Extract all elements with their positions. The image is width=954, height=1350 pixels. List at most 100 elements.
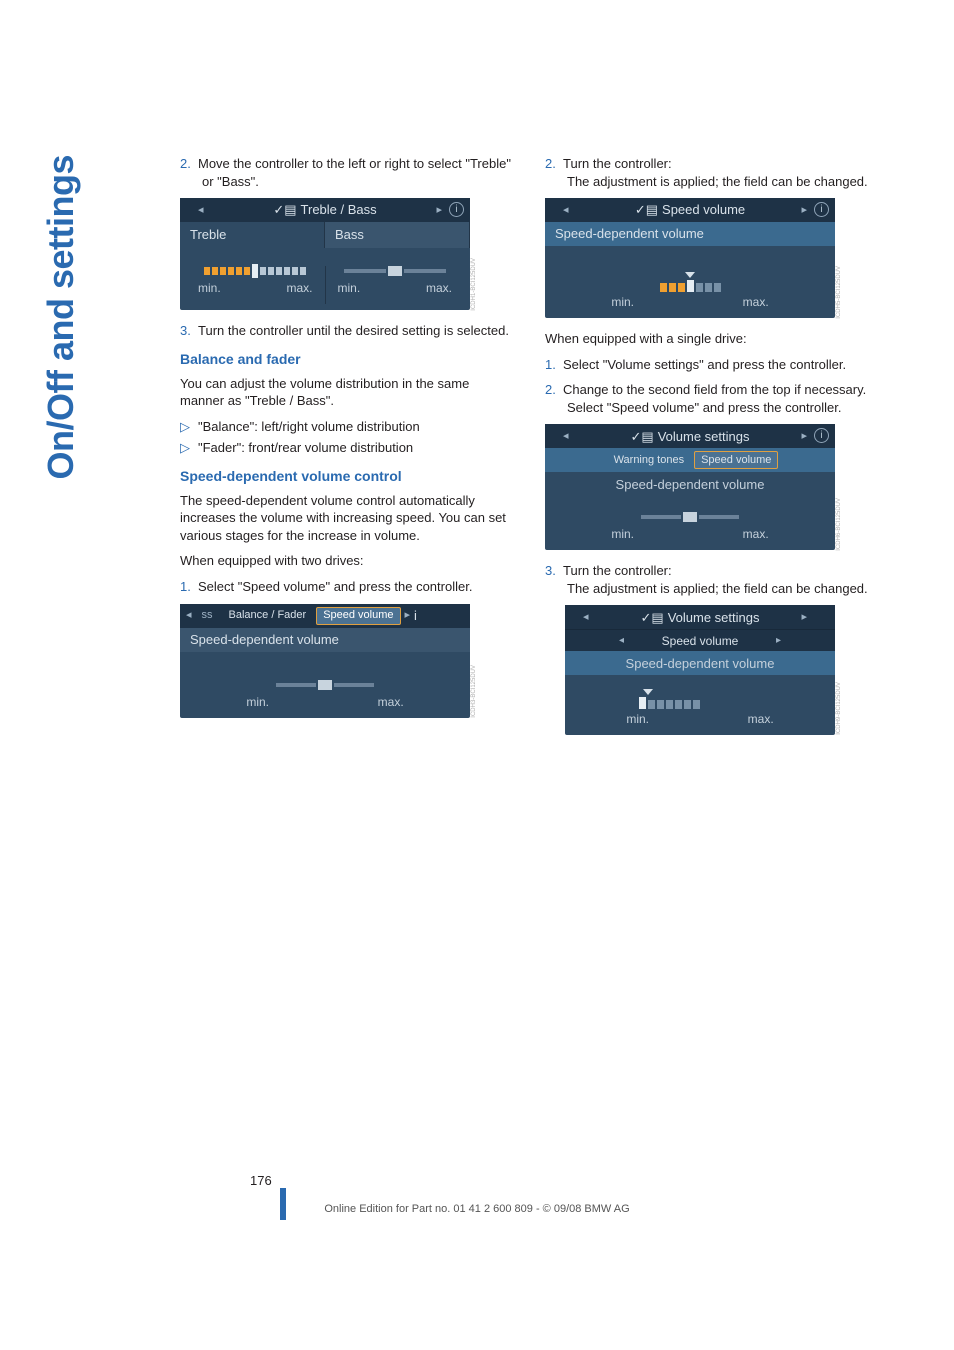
para: When equipped with two drives: — [180, 552, 515, 570]
step-2: 2.Move the controller to the left or rig… — [180, 155, 515, 190]
check-icon: ✓▤ — [631, 428, 654, 446]
header-text: ✓▤Speed volume — [635, 201, 745, 219]
step-num: 1. — [180, 578, 198, 596]
step-num: 2. — [545, 155, 563, 173]
section-title: On/Off and settings — [40, 155, 82, 480]
arrow-right-icon: ▸ — [801, 203, 807, 218]
row-sdv: Speed-dependent volume — [545, 222, 835, 246]
arrow-right-icon: ▸ — [801, 429, 807, 444]
para: When equipped with a single drive: — [545, 330, 880, 348]
sliders — [186, 266, 464, 280]
para: You can adjust the volume distribution i… — [180, 375, 515, 410]
screenshot-speed-volume-2drv: ◂ ss Balance / Fader Speed volume ▸ i Sp… — [180, 604, 470, 718]
minmax: min.max. — [180, 694, 470, 718]
screenshot-volume-settings-2: ◂ ✓▤Volume settings ▸ ◂ Speed volume ▸ S… — [565, 605, 835, 735]
bullet-fader: ▷"Fader": front/rear volume distribution — [180, 439, 515, 457]
step-1: 1.Select "Volume settings" and press the… — [545, 356, 880, 374]
panel-header: ◂ ✓▤Speed volume ▸ i — [545, 198, 835, 222]
panel-header-tabs: ◂ ss Balance / Fader Speed volume ▸ i — [180, 604, 470, 628]
tabs: Treble Bass — [180, 222, 470, 248]
minmax: min.max. — [545, 526, 835, 550]
tab-ss: ss — [196, 607, 219, 625]
para: The speed-dependent volume control autom… — [180, 492, 515, 545]
step-num: 1. — [545, 356, 563, 374]
arrow-left-icon: ◂ — [198, 203, 204, 218]
step-2b: 2.Change to the second field from the to… — [545, 381, 880, 416]
pointer-icon — [685, 272, 695, 278]
check-icon: ✓▤ — [641, 609, 664, 627]
arrow-right-icon: ▸ — [436, 203, 442, 218]
step-2: 2.Turn the controller: The adjustment is… — [545, 155, 880, 190]
step-text: Turn the controller: — [563, 156, 672, 171]
step-text: Select "Speed volume" and press the cont… — [198, 579, 472, 594]
panel-body: min.max. min.max. — [180, 248, 470, 310]
tab-warning-tones: Warning tones — [608, 451, 691, 469]
step-num: 2. — [545, 381, 563, 399]
slider — [545, 512, 835, 522]
heading-balance-fader: Balance and fader — [180, 350, 515, 369]
step-text-2: The adjustment is applied; the field can… — [567, 581, 868, 596]
step-text: Turn the controller until the desired se… — [198, 323, 509, 338]
min-label: min. — [198, 280, 221, 296]
info-icon: i — [814, 428, 829, 443]
panel-header: ◂ ✓▤Volume settings ▸ i — [545, 424, 835, 448]
left-column: 2.Move the controller to the left or rig… — [180, 155, 515, 747]
check-icon: ✓▤ — [273, 201, 296, 219]
triangle-icon: ▷ — [180, 418, 198, 436]
check-icon: ✓▤ — [635, 201, 658, 219]
info-icon: i — [414, 607, 417, 625]
tab-speed-volume: Speed volume — [316, 607, 400, 625]
step-text-2: The adjustment is applied; the field can… — [567, 174, 868, 189]
tab-balance-fader: Balance / Fader — [223, 607, 313, 625]
image-tag: ICDH1-BCI125DUV — [470, 258, 478, 311]
step-text: Change to the second field from the top … — [563, 382, 866, 415]
max-label: max. — [426, 280, 452, 296]
step-text: Turn the controller: — [563, 563, 672, 578]
step-text: Select "Volume settings" and press the c… — [563, 357, 846, 372]
tab-treble: Treble — [180, 222, 325, 248]
slider — [545, 280, 835, 292]
right-column: 2.Turn the controller: The adjustment is… — [545, 155, 880, 747]
image-tag: ICDH3-BCI125DUV — [470, 665, 478, 718]
step-num: 2. — [180, 155, 198, 173]
footer-line: Online Edition for Part no. 01 41 2 600 … — [0, 1203, 954, 1215]
row-sdv: Speed-dependent volume — [545, 472, 835, 496]
step-num: 3. — [545, 562, 563, 580]
page-number: 176 — [250, 1173, 272, 1188]
tab-bass: Bass — [325, 222, 470, 248]
info-icon: i — [814, 202, 829, 217]
step-num: 3. — [180, 322, 198, 340]
step-1: 1.Select "Speed volume" and press the co… — [180, 578, 515, 596]
arrow-left-icon: ◂ — [563, 429, 569, 444]
image-tag: ICDH9-BCI125DUV — [835, 682, 843, 735]
sub-header: ◂ Speed volume ▸ — [565, 629, 835, 651]
header-text: ✓▤Volume settings — [631, 428, 750, 446]
pointer-icon — [643, 689, 653, 695]
row-tabs: Warning tones Speed volume — [545, 448, 835, 472]
arrow-right-icon: ▸ — [801, 610, 807, 625]
max-label: max. — [286, 280, 312, 296]
slider — [180, 680, 470, 690]
minmax: min.max. — [545, 294, 835, 318]
bass-slider — [325, 266, 465, 280]
arrow-left-icon: ◂ — [563, 203, 569, 218]
screenshot-speed-volume: ◂ ✓▤Speed volume ▸ i Speed-dependent vol… — [545, 198, 835, 318]
header-text: ✓▤Volume settings — [641, 609, 760, 627]
image-tag: ICDH6-BCI125DUV — [835, 498, 843, 551]
content-columns: 2.Move the controller to the left or rig… — [180, 155, 880, 747]
row-sdv: Speed-dependent volume — [180, 628, 470, 652]
tab-speed-volume: Speed volume — [694, 451, 778, 469]
step-text: Move the controller to the left or right… — [198, 156, 511, 189]
info-icon: i — [449, 202, 464, 217]
slider — [565, 697, 835, 709]
image-tag: ICDH5-BCI125DUV — [835, 266, 843, 319]
step-3: 3.Turn the controller until the desired … — [180, 322, 515, 340]
panel-header: ◂ ✓▤Treble / Bass ▸ i — [180, 198, 470, 222]
row-sdv: Speed-dependent volume — [565, 651, 835, 675]
panel-header: ◂ ✓▤Volume settings ▸ — [565, 605, 835, 629]
header-text: ✓▤Treble / Bass — [273, 201, 376, 219]
minmax: min.max. — [565, 711, 835, 735]
screenshot-volume-settings-1: ◂ ✓▤Volume settings ▸ i Warning tones Sp… — [545, 424, 835, 550]
screenshot-treble-bass: ◂ ✓▤Treble / Bass ▸ i Treble Bass — [180, 198, 470, 310]
treble-slider — [186, 266, 325, 280]
